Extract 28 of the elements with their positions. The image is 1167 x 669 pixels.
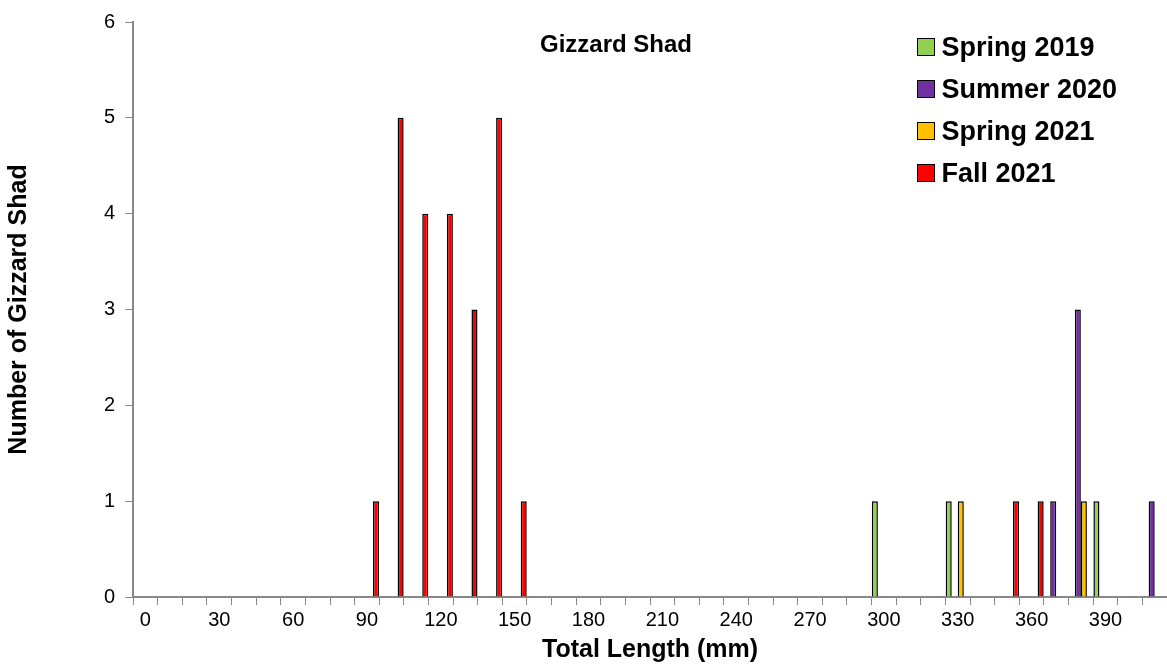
x-tick-label: 330 — [941, 607, 975, 630]
y-axis-title: Number of Gizzard Shad — [2, 164, 31, 455]
y-tick-label: 5 — [104, 105, 116, 128]
y-tick-label: 4 — [104, 201, 116, 224]
x-tick-label: 240 — [719, 607, 753, 630]
y-tick-label: 0 — [104, 584, 116, 607]
x-tick-label: 90 — [355, 607, 379, 630]
y-tick-label: 3 — [104, 297, 116, 320]
x-tick-label: 210 — [645, 607, 680, 630]
x-tick-label: 300 — [867, 607, 901, 630]
x-tick-label: 60 — [282, 607, 305, 630]
x-tick-label: 180 — [571, 607, 606, 630]
x-tick-label: 150 — [497, 607, 532, 630]
x-tick-label: 360 — [1014, 607, 1049, 630]
y-tick-label: 1 — [104, 488, 116, 511]
y-tick-label: 2 — [104, 392, 116, 415]
x-axis-title: Total Length (mm) — [541, 633, 759, 662]
x-tick-label: 0 — [139, 607, 151, 630]
legend-label: Spring 2019 — [941, 31, 1095, 63]
chart-title: Gizzard Shad — [540, 30, 693, 58]
x-tick-label: 30 — [208, 607, 231, 630]
x-tick-label: 120 — [424, 607, 458, 630]
legend-label: Fall 2021 — [941, 157, 1056, 189]
legend-label: Summer 2020 — [941, 73, 1117, 105]
legend-label: Spring 2021 — [941, 115, 1095, 147]
x-tick-label: 270 — [793, 607, 827, 630]
y-tick-label: 6 — [104, 9, 116, 32]
x-tick-label: 390 — [1088, 607, 1123, 630]
